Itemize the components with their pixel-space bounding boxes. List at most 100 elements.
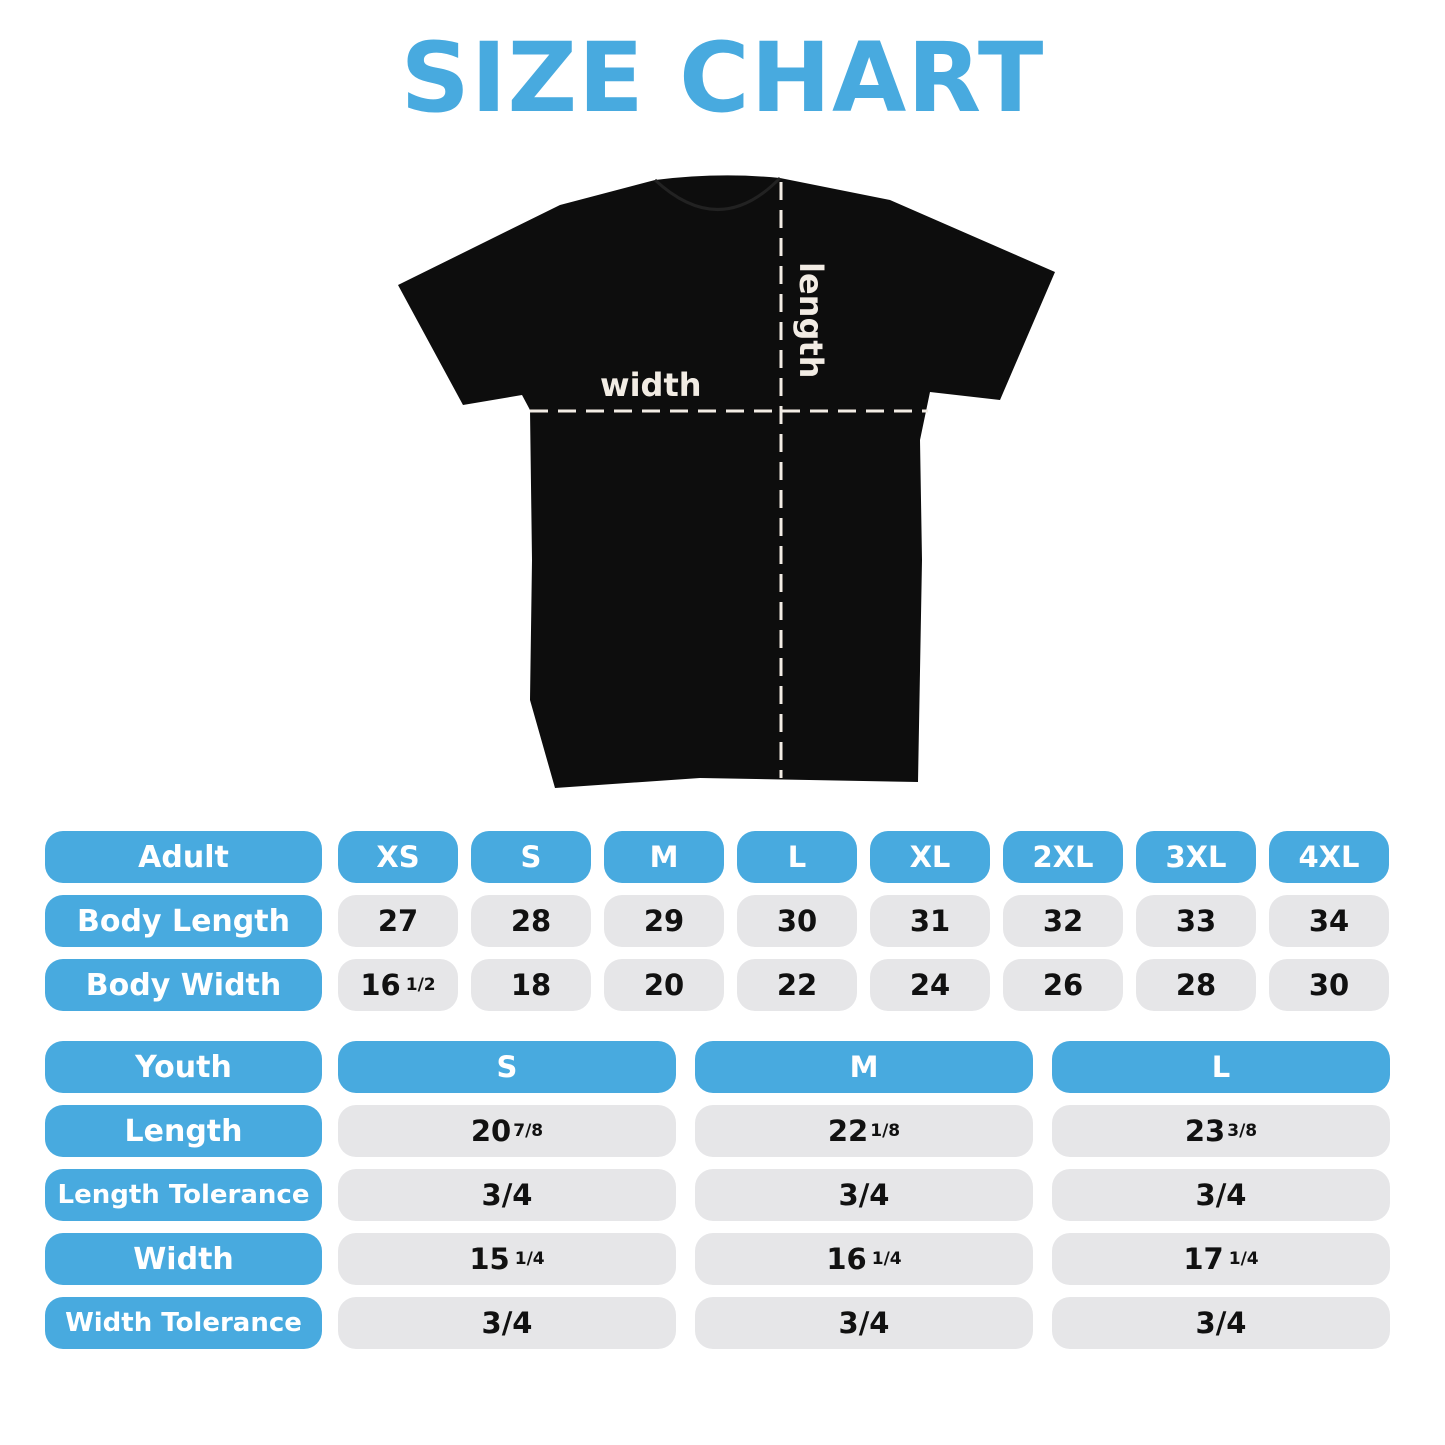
value-cell: 17 1/4 <box>1052 1233 1390 1285</box>
value-fraction: 1/4 <box>871 1249 902 1269</box>
value-whole: 26 <box>1042 968 1084 1002</box>
collar <box>653 176 782 211</box>
page-title: SIZE CHART <box>400 22 1045 134</box>
value-cell: 34 <box>1269 895 1389 947</box>
value-cell: 29 <box>604 895 724 947</box>
value-cell: 33 <box>1136 895 1256 947</box>
value-whole: 24 <box>909 968 951 1002</box>
size-header-2xl: 2XL <box>1003 831 1123 883</box>
value-whole: 32 <box>1042 904 1084 938</box>
youth-header: Youth <box>45 1041 322 1093</box>
size-text: M <box>849 1050 879 1084</box>
youth-size-header-s: S <box>338 1041 676 1093</box>
value-whole: 27 <box>377 904 419 938</box>
row-label: Width <box>45 1233 322 1285</box>
value-cell: 28 <box>1136 959 1256 1011</box>
youth-size-header-l: L <box>1052 1041 1390 1093</box>
value-whole: 22 <box>776 968 818 1002</box>
value-cell: 3/4 <box>1052 1297 1390 1349</box>
value-whole: 3/4 <box>481 1306 533 1340</box>
value-whole: 28 <box>510 904 552 938</box>
value-whole: 30 <box>776 904 818 938</box>
size-header-xs: XS <box>338 831 458 883</box>
value-whole: 23 <box>1184 1114 1226 1148</box>
value-cell: 3/4 <box>1052 1169 1390 1221</box>
header-text: Youth <box>135 1049 232 1085</box>
value-whole: 16 <box>360 968 401 1002</box>
label-text: Body Width <box>85 967 282 1003</box>
value-fraction: 1/4 <box>514 1249 545 1269</box>
value-cell: 16 1/4 <box>695 1233 1033 1285</box>
value-whole: 3/4 <box>481 1178 533 1212</box>
row-label: Body Width <box>45 959 322 1011</box>
value-cell: 16 1/2 <box>338 959 458 1011</box>
value-whole: 16 <box>826 1242 867 1276</box>
value-whole: 17 <box>1183 1242 1224 1276</box>
value-cell: 22 1/8 <box>695 1105 1033 1157</box>
label-text: Width <box>133 1241 234 1277</box>
value-cell: 23 3/8 <box>1052 1105 1390 1157</box>
value-whole: 30 <box>1308 968 1350 1002</box>
value-cell: 20 <box>604 959 724 1011</box>
value-whole: 33 <box>1175 904 1217 938</box>
header-text: Adult <box>138 839 229 875</box>
value-fraction: 1/8 <box>870 1121 901 1141</box>
adult-header: Adult <box>45 831 322 883</box>
size-header-xl: XL <box>870 831 990 883</box>
value-whole: 20 <box>643 968 685 1002</box>
youth-size-header-m: M <box>695 1041 1033 1093</box>
value-cell: 26 <box>1003 959 1123 1011</box>
size-header-l: L <box>737 831 857 883</box>
value-whole: 20 <box>470 1114 512 1148</box>
value-cell: 20 7/8 <box>338 1105 676 1157</box>
label-text: Body Length <box>77 903 290 939</box>
value-cell: 32 <box>1003 895 1123 947</box>
row-label: Body Length <box>45 895 322 947</box>
size-text: 2XL <box>1032 840 1094 874</box>
value-whole: 3/4 <box>1195 1178 1247 1212</box>
size-text: M <box>649 840 679 874</box>
value-whole: 31 <box>909 904 951 938</box>
value-cell: 18 <box>471 959 591 1011</box>
label-text: Width Tolerance <box>65 1308 302 1338</box>
size-text: 3XL <box>1165 840 1227 874</box>
tshirt-shape <box>398 175 1055 788</box>
value-whole: 28 <box>1175 968 1217 1002</box>
value-fraction: 7/8 <box>513 1121 544 1141</box>
value-cell: 3/4 <box>695 1297 1033 1349</box>
value-whole: 15 <box>469 1242 510 1276</box>
size-text: S <box>496 1050 518 1084</box>
size-header-s: S <box>471 831 591 883</box>
size-header-3xl: 3XL <box>1136 831 1256 883</box>
size-text: XS <box>376 840 420 874</box>
row-label: Length Tolerance <box>45 1169 322 1221</box>
value-whole: 34 <box>1308 904 1350 938</box>
row-label: Width Tolerance <box>45 1297 322 1349</box>
value-whole: 3/4 <box>838 1306 890 1340</box>
value-cell: 22 <box>737 959 857 1011</box>
size-text: L <box>1211 1050 1231 1084</box>
value-fraction: 1/4 <box>1228 1249 1259 1269</box>
label-text: Length Tolerance <box>57 1180 310 1210</box>
value-whole: 3/4 <box>1195 1306 1247 1340</box>
value-whole: 22 <box>827 1114 869 1148</box>
size-header-4xl: 4XL <box>1269 831 1389 883</box>
size-text: L <box>787 840 807 874</box>
value-fraction: 1/2 <box>405 975 436 995</box>
value-cell: 15 1/4 <box>338 1233 676 1285</box>
length-label: length <box>792 262 830 378</box>
value-whole: 3/4 <box>838 1178 890 1212</box>
size-header-m: M <box>604 831 724 883</box>
size-text: 4XL <box>1298 840 1360 874</box>
value-cell: 30 <box>1269 959 1389 1011</box>
row-label: Length <box>45 1105 322 1157</box>
value-fraction: 3/8 <box>1227 1121 1258 1141</box>
width-label: width <box>600 366 702 404</box>
size-text: S <box>520 840 542 874</box>
label-text: Length <box>124 1113 243 1149</box>
value-cell: 3/4 <box>338 1297 676 1349</box>
tshirt-illustration: width length <box>398 175 1055 788</box>
value-cell: 24 <box>870 959 990 1011</box>
value-whole: 29 <box>643 904 685 938</box>
value-cell: 3/4 <box>338 1169 676 1221</box>
